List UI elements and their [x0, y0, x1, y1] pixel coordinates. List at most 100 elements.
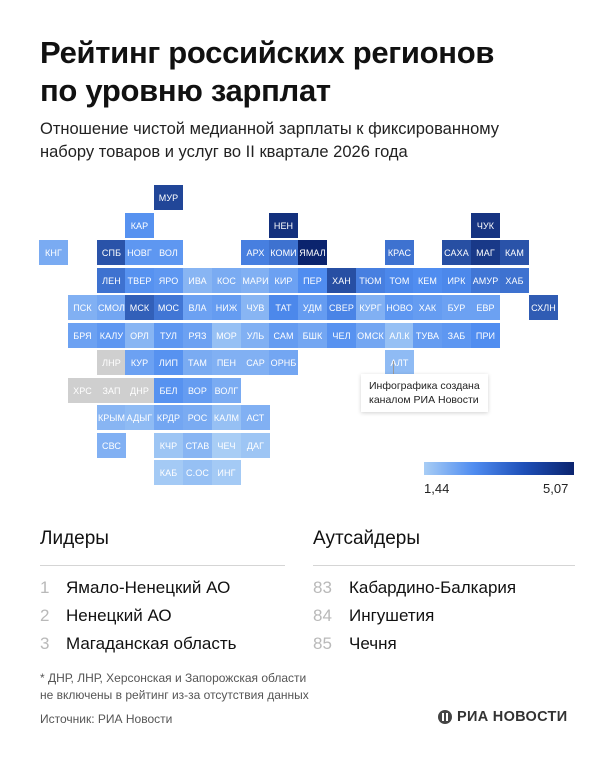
region-tile: БУР [442, 295, 471, 320]
region-tile: МАГ [471, 240, 500, 265]
leaders-item: 3 Магаданская область [40, 632, 237, 656]
subtitle-line-2: набору товаров и услуг во II квартале 20… [40, 143, 408, 161]
rank-region-name: Ненецкий АО [66, 606, 172, 625]
region-tile: ОРЛ [125, 323, 154, 348]
region-tile: ХАК [413, 295, 442, 320]
region-tile: КУР [125, 350, 154, 375]
region-tile: ВОЛГ [212, 378, 241, 403]
region-tile: ВОЛ [154, 240, 183, 265]
region-tile: СХЛН [529, 295, 558, 320]
ria-logo-icon [438, 710, 452, 724]
rank-region-name: Ямало-Ненецкий АО [66, 578, 231, 597]
region-tile: КАР [125, 213, 154, 238]
rank-region-name: Ингушетия [349, 606, 435, 625]
region-tile: КАБ [154, 460, 183, 485]
region-tile: БЕЛ [154, 378, 183, 403]
source-label: Источник: РИА Новости [40, 712, 173, 726]
region-tile: ЛИП [154, 350, 183, 375]
region-tile: АЛТ [385, 350, 414, 375]
region-tile: ДАГ [241, 433, 270, 458]
region-tile: С.ОС [183, 460, 212, 485]
rank-number: 84 [313, 606, 332, 625]
region-tile: СПБ [97, 240, 126, 265]
region-tile: СМОЛ [97, 295, 126, 320]
region-tile: АМУР [471, 268, 500, 293]
region-tile: УЛЬ [241, 323, 270, 348]
title-line-2: по уровню зарплат [40, 73, 331, 108]
region-tile: КНГ [39, 240, 68, 265]
region-tile: ТУВА [413, 323, 442, 348]
region-tile: БРЯ [68, 323, 97, 348]
leaders-divider [40, 565, 285, 566]
leaders-item: 2 Ненецкий АО [40, 604, 172, 628]
credit-note: Инфографика создана каналом РИА Новости [361, 374, 488, 412]
region-tile: КАЛУ [97, 323, 126, 348]
region-tile: СТАВ [183, 433, 212, 458]
region-tile: ЗАБ [442, 323, 471, 348]
region-tile: ТАМ [183, 350, 212, 375]
rank-region-name: Кабардино-Балкария [349, 578, 517, 597]
region-tile: ДНР [125, 378, 154, 403]
region-tile: НЕН [269, 213, 298, 238]
page-title: Рейтинг российских регионов по уровню за… [40, 34, 600, 110]
region-tile: САМ [269, 323, 298, 348]
region-tile: ЧЕЛ [327, 323, 356, 348]
region-tile: КАМ [500, 240, 529, 265]
region-tile: НИЖ [212, 295, 241, 320]
outsiders-heading: Аутсайдеры [313, 528, 421, 549]
note-pointer-line [393, 361, 394, 375]
region-tile: ИВА [183, 268, 212, 293]
region-tile: ПСК [68, 295, 97, 320]
region-tile: МСК [125, 295, 154, 320]
region-tile: ОРНБ [269, 350, 298, 375]
region-tile: ТОМ [385, 268, 414, 293]
note-line-2: каналом РИА Новости [369, 394, 479, 406]
region-tile: ВЛА [183, 295, 212, 320]
region-tile: ПРИ [471, 323, 500, 348]
rank-number: 1 [40, 578, 50, 597]
region-tile: МУР [154, 185, 183, 210]
outsiders-item: 85 Чечня [313, 632, 397, 656]
legend-max-label: 5,07 [543, 481, 569, 496]
region-tile: ВОР [183, 378, 212, 403]
legend-gradient-bar [424, 462, 574, 475]
region-tile: ТЮМ [356, 268, 385, 293]
region-tile: СВС [97, 433, 126, 458]
region-tile: УДМ [298, 295, 327, 320]
region-tile: КОМИ [269, 240, 298, 265]
region-tile: КРЫМ [97, 405, 126, 430]
region-tile: НОВГ [125, 240, 154, 265]
region-tile: САХА [442, 240, 471, 265]
region-tile: АСТ [241, 405, 270, 430]
region-tile: АДЫГ [125, 405, 154, 430]
region-tile: КЧР [154, 433, 183, 458]
region-tile: КРДР [154, 405, 183, 430]
rank-number: 2 [40, 606, 50, 625]
region-tile: ХАБ [500, 268, 529, 293]
rank-region-name: Магаданская область [66, 634, 237, 653]
region-tile: МАРИ [241, 268, 270, 293]
region-tile: КИР [269, 268, 298, 293]
region-tile: ПЕР [298, 268, 327, 293]
region-tile: ЧЕЧ [212, 433, 241, 458]
region-tile: САР [241, 350, 270, 375]
region-tile: ТУЛ [154, 323, 183, 348]
region-tile: ИРК [442, 268, 471, 293]
region-tile: ОМСК [356, 323, 385, 348]
region-tile: ЕВР [471, 295, 500, 320]
rank-number: 85 [313, 634, 332, 653]
region-tile: КАЛМ [212, 405, 241, 430]
subtitle-line-1: Отношение чистой медианной зарплаты к фи… [40, 120, 500, 138]
region-tile: БШК [298, 323, 327, 348]
outsiders-divider [313, 565, 575, 566]
region-tile: ХРС [68, 378, 97, 403]
region-tile: ТАТ [269, 295, 298, 320]
outsiders-item: 83 Кабардино-Балкария [313, 576, 516, 600]
region-tile: НОВО [385, 295, 414, 320]
page-subtitle: Отношение чистой медианной зарплаты к фи… [40, 118, 600, 164]
brand-logo-block: РИА НОВОСТИ [438, 709, 567, 725]
region-tile: ТВЕР [125, 268, 154, 293]
region-tile: СВЕР [327, 295, 356, 320]
region-tile: АРХ [241, 240, 270, 265]
